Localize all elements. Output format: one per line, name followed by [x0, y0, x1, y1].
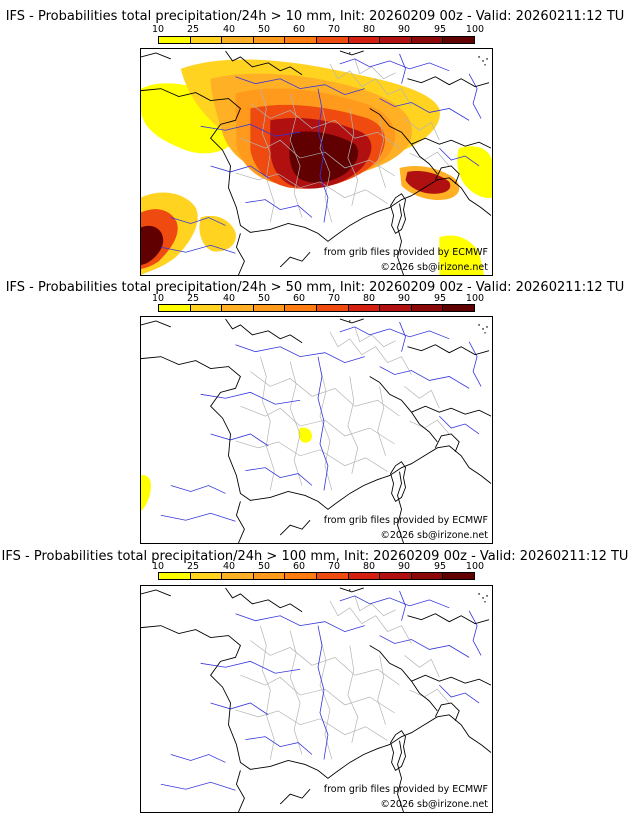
panel-title: IFS - Probabilities total precipitation/… [5, 9, 625, 24]
scale-tick-label: 70 [327, 561, 341, 572]
scale-tick-label: 25 [186, 293, 200, 304]
scale-tick-label: 50 [257, 561, 271, 572]
color-scale-bar [158, 36, 475, 44]
scale-swatch [222, 573, 254, 579]
scale-swatch [190, 305, 223, 311]
scale-swatch [380, 305, 412, 311]
panel-50mm: IFS - Probabilities total precipitation/… [0, 278, 630, 548]
scale-tick-label: 100 [465, 293, 485, 304]
scale-tick-label: 90 [397, 293, 411, 304]
scale-labels: 10 25 40 50 60 70 80 90 95 100 [0, 24, 630, 35]
scale-tick-label: 95 [433, 293, 447, 304]
scale-swatch [222, 37, 254, 43]
scale-swatch [411, 305, 444, 311]
map-50mm: from grib files provided by ECMWF ©2026 … [140, 316, 493, 544]
scale-tick-label: 90 [397, 561, 411, 572]
scale-swatch [285, 573, 317, 579]
scale-tick-label: 90 [397, 24, 411, 35]
scale-swatch [380, 573, 412, 579]
scale-swatch [222, 305, 254, 311]
scale-tick-label: 80 [362, 293, 376, 304]
scale-swatch [348, 305, 381, 311]
scale-swatch [443, 37, 474, 43]
precip-field [141, 59, 492, 275]
credit-copyright: ©2026 sb@irizone.net [380, 530, 488, 541]
scale-swatch [348, 37, 381, 43]
scale-tick-label: 80 [362, 24, 376, 35]
scale-swatch [411, 37, 444, 43]
scale-swatch [159, 305, 191, 311]
scale-tick-label: 10 [151, 561, 165, 572]
credit-source: from grib files provided by ECMWF [323, 784, 488, 795]
scale-labels: 10 25 40 50 60 70 80 90 95 100 [0, 561, 630, 572]
scale-swatch [285, 305, 317, 311]
scale-swatch [253, 305, 286, 311]
map-svg-100mm [141, 587, 492, 812]
scale-tick-label: 60 [292, 561, 306, 572]
scale-swatch [190, 573, 223, 579]
color-scale-bar [158, 572, 475, 580]
scale-swatch [159, 37, 191, 43]
map-svg-50mm [141, 318, 492, 543]
map-10mm: from grib files provided by ECMWF ©2026 … [140, 48, 493, 276]
scale-tick-label: 50 [257, 24, 271, 35]
scale-swatch [348, 573, 381, 579]
scale-tick-label: 25 [186, 24, 200, 35]
scale-tick-label: 70 [327, 24, 341, 35]
scale-tick-label: 70 [327, 293, 341, 304]
scale-tick-label: 40 [222, 561, 236, 572]
panel-100mm: IFS - Probabilities total precipitation/… [0, 547, 630, 828]
scale-tick-label: 60 [292, 24, 306, 35]
panel-title: IFS - Probabilities total precipitation/… [1, 549, 629, 564]
scale-tick-label: 40 [222, 293, 236, 304]
scale-tick-label: 40 [222, 24, 236, 35]
panel-title: IFS - Probabilities total precipitation/… [5, 280, 625, 295]
scale-swatch [411, 573, 444, 579]
panel-10mm: IFS - Probabilities total precipitation/… [0, 0, 630, 276]
scale-swatch [316, 305, 349, 311]
credit-copyright: ©2026 sb@irizone.net [380, 262, 488, 273]
scale-swatch [380, 37, 412, 43]
scale-labels: 10 25 40 50 60 70 80 90 95 100 [0, 293, 630, 304]
map-svg-10mm [141, 50, 492, 275]
scale-tick-label: 95 [433, 561, 447, 572]
credit-source: from grib files provided by ECMWF [323, 515, 488, 526]
scale-swatch [316, 573, 349, 579]
scale-tick-label: 100 [465, 24, 485, 35]
scale-tick-label: 80 [362, 561, 376, 572]
credit-copyright: ©2026 sb@irizone.net [380, 799, 488, 810]
scale-swatch [190, 37, 223, 43]
scale-swatch [316, 37, 349, 43]
scale-swatch [443, 573, 474, 579]
scale-swatch [253, 37, 286, 43]
scale-tick-label: 10 [151, 24, 165, 35]
color-scale-bar [158, 304, 475, 312]
map-100mm: from grib files provided by ECMWF ©2026 … [140, 585, 493, 813]
scale-swatch [285, 37, 317, 43]
scale-tick-label: 100 [465, 561, 485, 572]
precip-field [141, 427, 313, 512]
scale-tick-label: 10 [151, 293, 165, 304]
scale-swatch [159, 573, 191, 579]
credit-source: from grib files provided by ECMWF [323, 247, 488, 258]
scale-tick-label: 60 [292, 293, 306, 304]
scale-swatch [253, 573, 286, 579]
scale-tick-label: 95 [433, 24, 447, 35]
scale-swatch [443, 305, 474, 311]
scale-tick-label: 50 [257, 293, 271, 304]
scale-tick-label: 25 [186, 561, 200, 572]
